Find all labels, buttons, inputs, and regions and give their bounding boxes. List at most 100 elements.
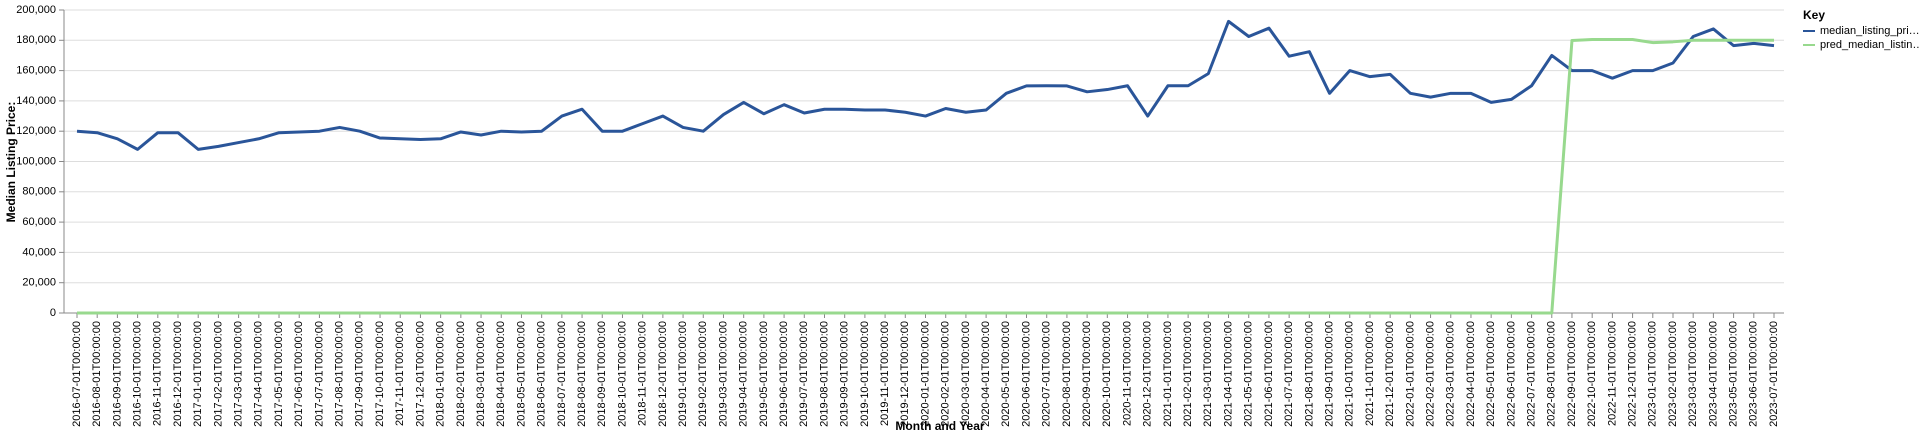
x-tick-label: 2020-06-01T00:00:00 (1020, 321, 1032, 427)
x-tick-label: 2020-09-01T00:00:00 (1081, 321, 1093, 427)
y-tick-label: 0 (50, 307, 56, 319)
x-tick-label: 2022-08-01T00:00:00 (1546, 321, 1558, 427)
x-tick-label: 2019-05-01T00:00:00 (758, 321, 770, 427)
x-tick-label: 2018-11-01T00:00:00 (637, 321, 649, 426)
x-tick-label: 2019-09-01T00:00:00 (839, 321, 851, 427)
y-axis-title: Median Listing Price: (4, 102, 18, 223)
x-tick-label: 2023-06-01T00:00:00 (1748, 321, 1760, 427)
y-tick-label: 120,000 (16, 125, 56, 137)
x-tick-label: 2021-02-01T00:00:00 (1182, 321, 1194, 427)
x-tick-label: 2018-04-01T00:00:00 (495, 321, 507, 427)
x-tick-label: 2019-04-01T00:00:00 (738, 321, 750, 427)
x-tick-label: 2021-09-01T00:00:00 (1323, 321, 1335, 427)
legend-label: median_listing_pri… (1820, 25, 1920, 37)
x-tick-label: 2017-12-01T00:00:00 (414, 321, 426, 427)
x-tick-label: 2018-06-01T00:00:00 (536, 321, 548, 427)
x-tick-label: 2019-02-01T00:00:00 (697, 321, 709, 427)
x-tick-label: 2018-07-01T00:00:00 (556, 321, 568, 427)
x-tick-label: 2021-11-01T00:00:00 (1364, 321, 1376, 426)
x-tick-label: 2020-10-01T00:00:00 (1101, 321, 1113, 427)
x-tick-label: 2020-01-01T00:00:00 (919, 321, 931, 427)
x-tick-label: 2021-12-01T00:00:00 (1384, 321, 1396, 427)
x-tick-label: 2023-01-01T00:00:00 (1647, 321, 1659, 427)
x-tick-label: 2021-03-01T00:00:00 (1202, 321, 1214, 427)
x-tick-label: 2020-07-01T00:00:00 (1041, 321, 1053, 427)
x-tick-label: 2023-03-01T00:00:00 (1687, 321, 1699, 427)
x-tick-label: 2022-01-01T00:00:00 (1404, 321, 1416, 427)
x-tick-label: 2018-01-01T00:00:00 (435, 321, 447, 427)
x-tick-label: 2020-11-01T00:00:00 (1121, 321, 1133, 426)
x-tick-label: 2020-03-01T00:00:00 (960, 321, 972, 427)
y-tick-label: 200,000 (16, 4, 56, 16)
x-tick-label: 2019-06-01T00:00:00 (778, 321, 790, 427)
x-tick-label: 2018-02-01T00:00:00 (455, 321, 467, 427)
x-tick-label: 2018-09-01T00:00:00 (596, 321, 608, 427)
x-tick-label: 2021-07-01T00:00:00 (1283, 321, 1295, 427)
x-tick-label: 2016-10-01T00:00:00 (132, 321, 144, 427)
x-tick-label: 2020-05-01T00:00:00 (1000, 321, 1012, 427)
x-tick-label: 2017-10-01T00:00:00 (374, 321, 386, 427)
y-tick-label: 20,000 (22, 277, 56, 289)
x-axis-title: Month and Year (895, 419, 984, 433)
x-tick-label: 2019-03-01T00:00:00 (717, 321, 729, 427)
x-tick-label: 2023-07-01T00:00:00 (1768, 321, 1780, 427)
x-tick-label: 2018-10-01T00:00:00 (616, 321, 628, 427)
y-tick-label: 60,000 (22, 216, 56, 228)
x-tick-label: 2022-12-01T00:00:00 (1626, 321, 1638, 427)
x-tick-label: 2020-04-01T00:00:00 (980, 321, 992, 427)
x-tick-label: 2021-08-01T00:00:00 (1303, 321, 1315, 427)
x-tick-label: 2023-05-01T00:00:00 (1728, 321, 1740, 427)
legend-title: Key (1803, 8, 1825, 22)
x-tick-label: 2019-08-01T00:00:00 (818, 321, 830, 427)
x-tick-label: 2022-03-01T00:00:00 (1445, 321, 1457, 427)
series-line (77, 38, 1774, 315)
x-tick-label: 2022-02-01T00:00:00 (1424, 321, 1436, 427)
x-tick-label: 2016-08-01T00:00:00 (91, 321, 103, 427)
x-tick-label: 2019-11-01T00:00:00 (879, 321, 891, 426)
x-tick-label: 2018-08-01T00:00:00 (576, 321, 588, 427)
x-tick-label: 2021-06-01T00:00:00 (1263, 321, 1275, 427)
x-tick-label: 2019-07-01T00:00:00 (798, 321, 810, 427)
y-tick-label: 140,000 (16, 95, 56, 107)
x-tick-label: 2017-09-01T00:00:00 (354, 321, 366, 427)
x-tick-label: 2023-04-01T00:00:00 (1707, 321, 1719, 427)
x-tick-label: 2016-12-01T00:00:00 (172, 321, 184, 427)
x-tick-label: 2023-02-01T00:00:00 (1667, 321, 1679, 427)
x-tick-label: 2017-04-01T00:00:00 (253, 321, 265, 427)
x-tick-label: 2017-06-01T00:00:00 (293, 321, 305, 427)
x-tick-label: 2016-09-01T00:00:00 (111, 321, 123, 427)
y-tick-label: 100,000 (16, 155, 56, 167)
x-tick-label: 2017-01-01T00:00:00 (192, 321, 204, 427)
x-tick-label: 2020-12-01T00:00:00 (1142, 321, 1154, 427)
x-tick-label: 2022-11-01T00:00:00 (1606, 321, 1618, 426)
x-tick-label: 2020-02-01T00:00:00 (940, 321, 952, 427)
x-tick-label: 2022-10-01T00:00:00 (1586, 321, 1598, 427)
series-line (76, 19, 1775, 151)
x-tick-label: 2017-05-01T00:00:00 (273, 321, 285, 427)
x-tick-label: 2022-05-01T00:00:00 (1485, 321, 1497, 427)
x-tick-label: 2022-04-01T00:00:00 (1465, 321, 1477, 427)
x-tick-label: 2021-10-01T00:00:00 (1344, 321, 1356, 427)
x-tick-label: 2022-06-01T00:00:00 (1505, 321, 1517, 427)
x-tick-label: 2018-05-01T00:00:00 (515, 321, 527, 427)
y-tick-label: 180,000 (16, 34, 56, 46)
x-tick-label: 2019-10-01T00:00:00 (859, 321, 871, 427)
x-tick-label: 2021-01-01T00:00:00 (1162, 321, 1174, 427)
x-tick-label: 2017-07-01T00:00:00 (313, 321, 325, 427)
x-tick-label: 2017-02-01T00:00:00 (212, 321, 224, 427)
y-tick-label: 40,000 (22, 246, 56, 258)
x-tick-label: 2022-07-01T00:00:00 (1525, 321, 1537, 427)
x-tick-label: 2019-01-01T00:00:00 (677, 321, 689, 427)
legend-label: pred_median_listin… (1820, 39, 1920, 51)
x-tick-label: 2017-03-01T00:00:00 (233, 321, 245, 427)
x-tick-label: 2021-04-01T00:00:00 (1222, 321, 1234, 427)
y-tick-label: 160,000 (16, 65, 56, 77)
x-tick-label: 2017-11-01T00:00:00 (394, 321, 406, 426)
x-tick-label: 2021-05-01T00:00:00 (1243, 321, 1255, 427)
x-tick-label: 2017-08-01T00:00:00 (334, 321, 346, 427)
y-tick-label: 80,000 (22, 186, 56, 198)
x-tick-label: 2018-03-01T00:00:00 (475, 321, 487, 427)
x-tick-label: 2016-11-01T00:00:00 (152, 321, 164, 426)
x-tick-label: 2018-12-01T00:00:00 (657, 321, 669, 427)
